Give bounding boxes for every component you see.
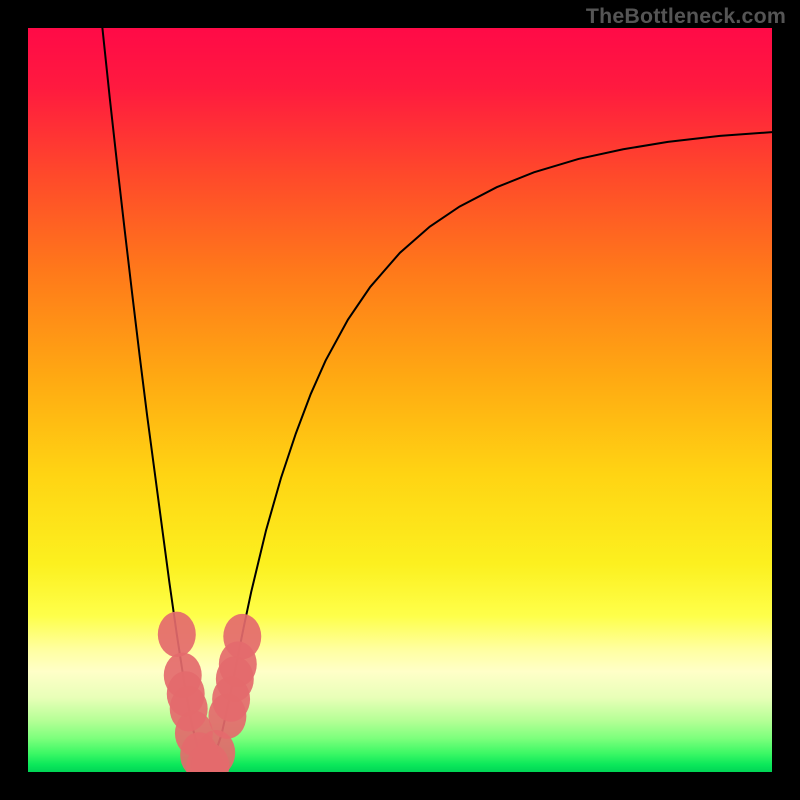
- chart-svg: [28, 28, 772, 772]
- data-marker: [158, 612, 196, 657]
- gradient-background: [28, 28, 772, 772]
- watermark-text: TheBottleneck.com: [586, 4, 786, 29]
- chart-frame: TheBottleneck.com: [0, 0, 800, 800]
- data-marker: [223, 614, 261, 659]
- plot-area: [28, 28, 772, 772]
